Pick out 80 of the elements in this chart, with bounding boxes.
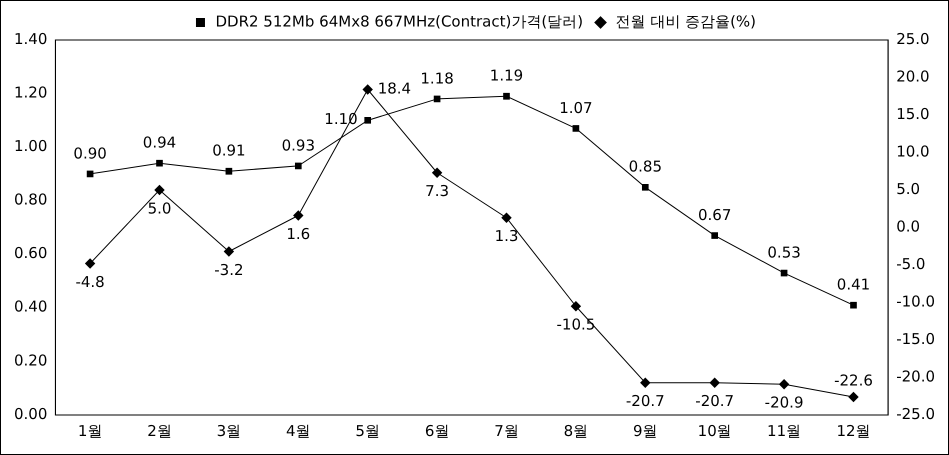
y2-tick-label: -15.0 (896, 330, 935, 348)
point (293, 210, 304, 220)
point (432, 168, 442, 178)
point (154, 185, 164, 195)
y2-tick-label: 25.0 (896, 30, 930, 48)
x-tick-label: 3월 (216, 422, 242, 440)
data-label: 0.93 (282, 136, 315, 154)
data-label: 1.3 (494, 227, 518, 246)
x-tick-label: 9월 (633, 422, 658, 440)
x-tick-label: 4월 (286, 422, 311, 440)
y2-tick-label: 15.0 (896, 104, 930, 123)
point (850, 302, 857, 309)
legend-label: 전월 대비 증감율(%) (616, 12, 756, 30)
data-label: -3.2 (214, 260, 244, 279)
x-tick-label: 7월 (494, 422, 519, 440)
point (86, 170, 94, 178)
data-label: 0.41 (836, 276, 870, 294)
point (642, 184, 649, 191)
point (779, 379, 790, 390)
data-label: -20.7 (695, 392, 734, 410)
point (503, 92, 510, 100)
data-label: -22.6 (834, 371, 873, 390)
x-tick-label: 2월 (147, 422, 172, 440)
y2-tick-label: 10.0 (896, 142, 930, 160)
point (224, 246, 234, 256)
data-label: 1.19 (490, 66, 524, 85)
data-label: 5.0 (148, 199, 172, 218)
data-label: -10.5 (556, 316, 596, 334)
y2-tick-label: 0.0 (896, 217, 920, 236)
y2-tick-label: 5.0 (896, 180, 920, 198)
y2-tick-label: -25.0 (896, 404, 935, 423)
y2-tick-label: -5.0 (896, 254, 926, 273)
data-label: -20.9 (764, 394, 804, 412)
y-tick-label: 1.00 (14, 137, 48, 156)
data-label: -20.7 (626, 392, 665, 410)
x-tick-label: 11월 (767, 422, 802, 440)
x-tick-label: 6월 (424, 422, 450, 440)
y-tick-label: 0.80 (14, 190, 48, 209)
x-tick-label: 10월 (698, 422, 732, 440)
point (501, 212, 512, 223)
y-tick-label: 0.20 (14, 351, 48, 370)
data-label: 18.4 (378, 79, 412, 98)
y-tick-label: 0.40 (14, 298, 48, 316)
point (572, 125, 580, 132)
point (364, 117, 372, 124)
point (85, 258, 96, 268)
x-tick-label: 12월 (836, 422, 871, 440)
y-tick-label: 0.00 (14, 404, 48, 423)
data-label: -4.8 (75, 272, 105, 291)
point (434, 96, 440, 102)
point (711, 232, 718, 239)
y-tick-label: 1.20 (14, 83, 48, 102)
data-label: 7.3 (425, 182, 450, 200)
data-label: 0.67 (698, 206, 732, 224)
data-label: 1.6 (286, 224, 310, 243)
data-label: 1.18 (420, 69, 454, 88)
point (156, 160, 163, 167)
y2-tick-label: -10.0 (896, 292, 935, 310)
x-tick-label: 1월 (78, 422, 102, 440)
data-label: 0.91 (212, 142, 246, 160)
data-label: 0.90 (73, 144, 107, 162)
y2-tick-label: -20.0 (896, 367, 935, 386)
x-tick-label: 5월 (355, 422, 380, 440)
point (780, 270, 788, 276)
data-label: 0.53 (767, 243, 801, 262)
point (362, 84, 373, 94)
y-tick-label: 0.60 (14, 244, 48, 262)
point (226, 168, 232, 175)
point (570, 301, 581, 312)
data-label: 0.94 (142, 134, 176, 152)
legend-label: DDR2 512Mb 64Mx8 667MHz(Contract)가격(달러) (215, 12, 584, 30)
data-label: 1.07 (559, 98, 593, 117)
x-tick-label: 8월 (564, 422, 588, 440)
y2-tick-label: 20.0 (896, 67, 930, 86)
y-tick-label: 1.40 (14, 30, 48, 48)
point (848, 392, 858, 402)
point (710, 378, 720, 388)
point (640, 378, 650, 388)
data-label: 0.85 (628, 158, 662, 176)
point (294, 162, 302, 170)
